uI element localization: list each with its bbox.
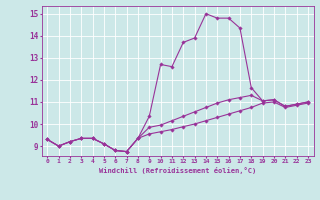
X-axis label: Windchill (Refroidissement éolien,°C): Windchill (Refroidissement éolien,°C) — [99, 167, 256, 174]
